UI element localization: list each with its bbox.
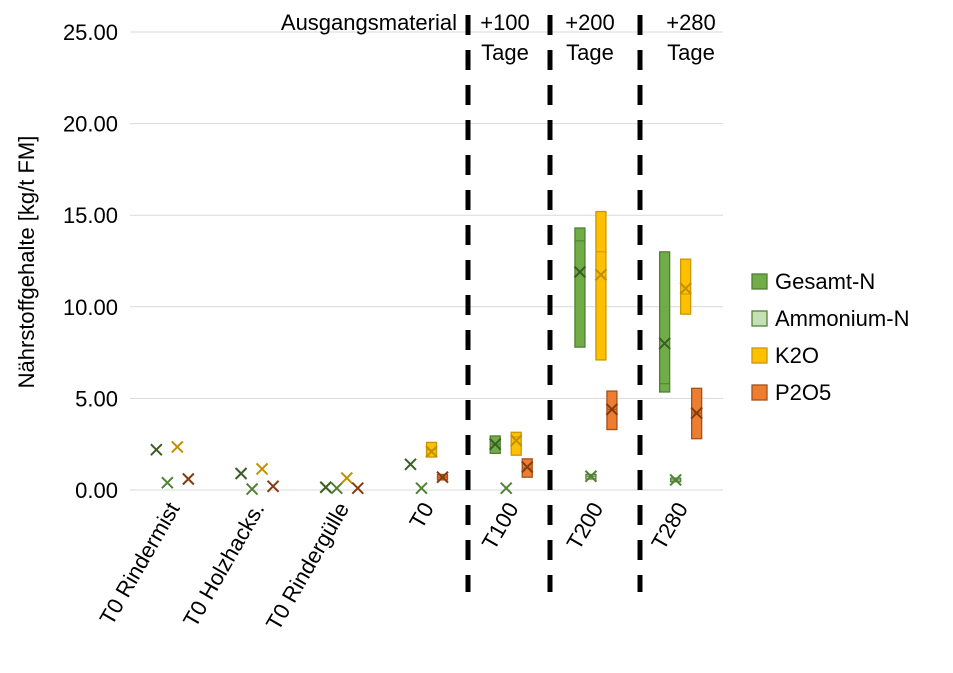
mean-marker: [245, 482, 259, 496]
x-tick-label: T280: [646, 498, 693, 554]
mean-marker: [255, 462, 269, 476]
box-Gesamt-N: [574, 227, 586, 348]
x-tick-label: T0: [404, 498, 438, 533]
mean-marker: [584, 470, 598, 483]
mean-marker: [605, 403, 619, 416]
mean-marker: [436, 470, 449, 484]
x-tick-label: T200: [562, 498, 609, 554]
mean-marker: [521, 460, 534, 474]
box-Gesamt-N: [658, 251, 671, 393]
mean-marker: [319, 481, 332, 494]
mean-marker: [425, 445, 438, 458]
mean-marker: [679, 282, 692, 295]
y-tick-label: 5.00: [75, 386, 118, 411]
mean-marker: [415, 481, 428, 495]
annotation: +280: [666, 10, 716, 35]
y-tick-label: 0.00: [75, 478, 118, 503]
mean-marker: [404, 458, 417, 471]
legend-label: P2O5: [775, 380, 831, 405]
annotation: Tage: [566, 40, 614, 65]
mean-marker: [340, 471, 353, 485]
x-tick-label: T0 Holzhacks.: [178, 498, 269, 631]
mean-marker: [330, 481, 343, 495]
mean-marker: [669, 473, 682, 487]
x-tick-label: T0 Rindermist: [95, 498, 185, 629]
mean-marker: [182, 472, 195, 486]
box-K2O: [510, 431, 522, 456]
box-K2O: [679, 258, 692, 315]
y-tick-label: 15.00: [63, 203, 118, 228]
annotation: Ausgangsmaterial: [281, 10, 457, 35]
mean-marker: [234, 467, 248, 480]
mean-marker: [500, 481, 513, 495]
mean-marker: [266, 480, 280, 493]
y-axis-label: Nährstoffgehalte [kg/t FM]: [14, 136, 39, 389]
annotation: +200: [565, 10, 615, 35]
y-tick-label: 25.00: [63, 20, 118, 45]
x-tick-label: T0 Rindergülle: [261, 498, 354, 634]
mean-marker: [489, 437, 502, 451]
mean-marker: [573, 265, 587, 279]
y-tick-label: 20.00: [63, 112, 118, 137]
y-tick-label: 10.00: [63, 295, 118, 320]
mean-marker: [594, 268, 608, 281]
mean-marker: [351, 481, 364, 495]
legend-label: K2O: [775, 343, 819, 368]
legend-swatch: [751, 310, 768, 327]
annotation: Tage: [481, 40, 529, 65]
mean-marker: [161, 476, 174, 489]
mean-marker: [510, 434, 523, 447]
legend-swatch: [751, 273, 768, 290]
legend-swatch: [751, 384, 768, 401]
x-tick-label: T100: [477, 498, 524, 554]
mean-marker: [658, 337, 671, 350]
annotation: +100: [480, 10, 530, 35]
legend-swatch: [751, 347, 768, 364]
legend-label: Gesamt-N: [775, 269, 875, 294]
annotation: Tage: [667, 40, 715, 65]
mean-marker: [171, 440, 184, 454]
mean-marker: [690, 406, 703, 420]
legend-label: Ammonium-N: [775, 306, 909, 331]
mean-marker: [150, 443, 163, 456]
box-K2O: [595, 210, 607, 361]
